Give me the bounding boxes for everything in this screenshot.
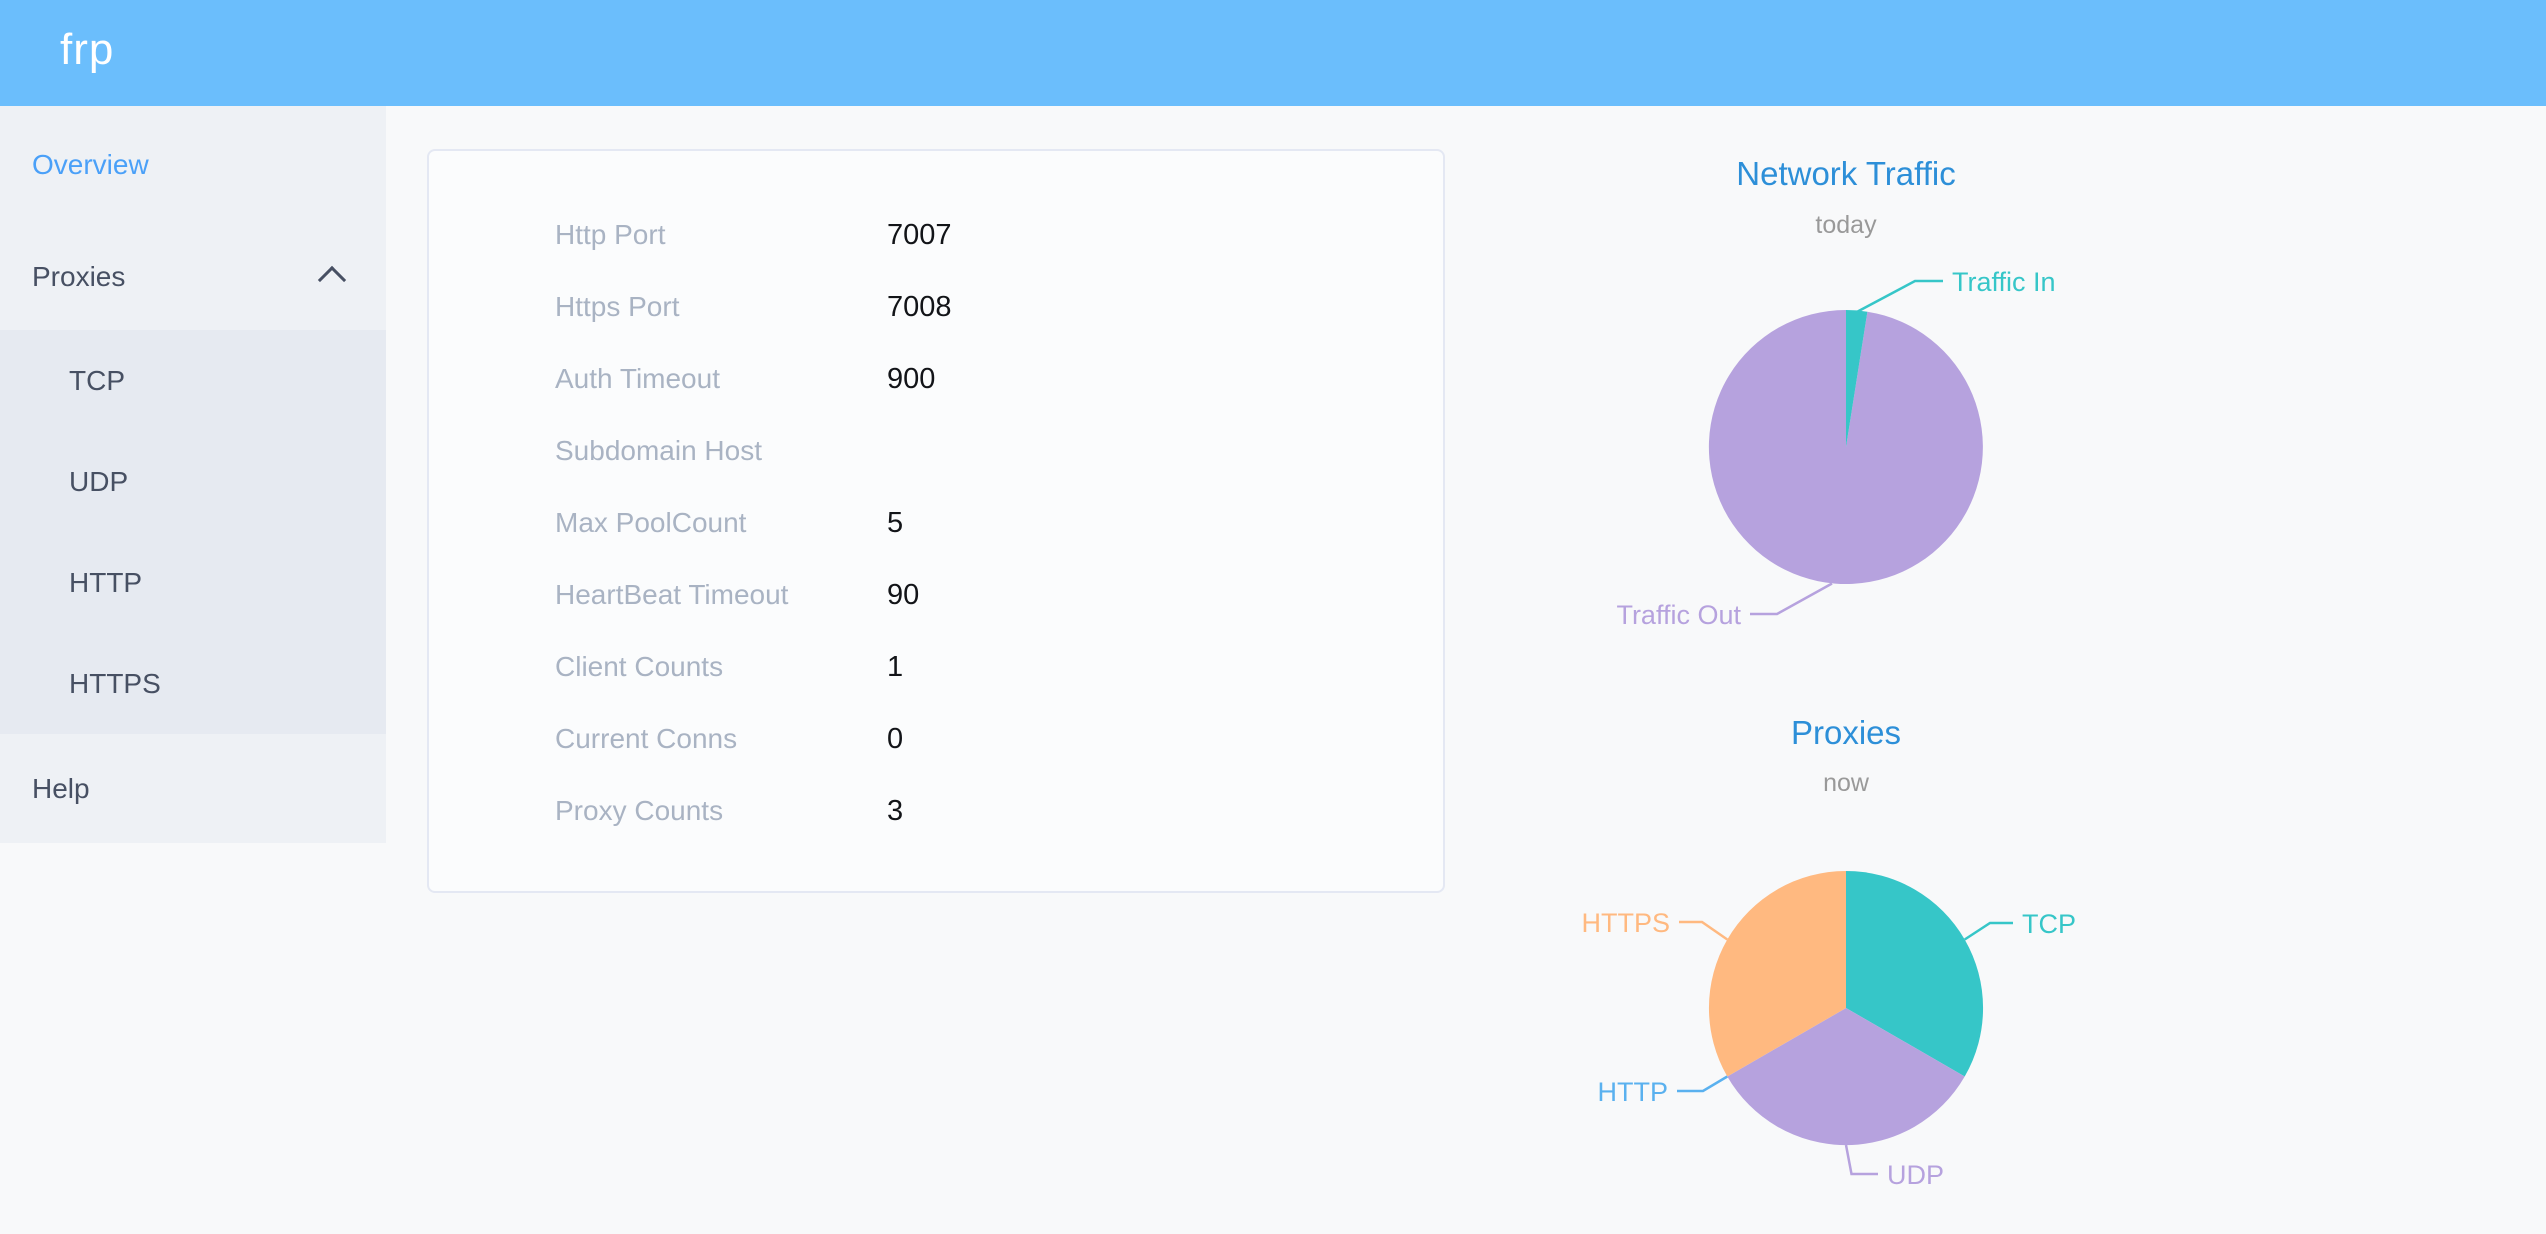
config-label: Https Port bbox=[555, 291, 680, 322]
config-row: HeartBeat Timeout 90 bbox=[429, 559, 1443, 631]
config-value: 7007 bbox=[887, 218, 952, 251]
traffic-in-label: Traffic In bbox=[1952, 267, 2056, 297]
config-row: Https Port 7008 bbox=[429, 271, 1443, 343]
sidebar-item-udp-label: UDP bbox=[69, 465, 129, 497]
pie-charts-canvas: Traffic In Traffic Out TCP UDP HTTP HTTP… bbox=[1581, 267, 2076, 1190]
config-label: Max PoolCount bbox=[555, 507, 747, 538]
config-value: 7008 bbox=[887, 290, 952, 323]
http-leader-line bbox=[1677, 1075, 1728, 1093]
proxies-chart-subtitle: now bbox=[1823, 769, 1869, 797]
app-logo: frp bbox=[60, 25, 115, 74]
proxies-chart-title: Proxies bbox=[1790, 714, 1902, 751]
sidebar-item-proxies-label: Proxies bbox=[32, 261, 126, 292]
sidebar-item-https[interactable]: HTTPS bbox=[0, 633, 386, 734]
https-label: HTTPS bbox=[1581, 908, 1670, 938]
config-label: Subdomain Host bbox=[555, 435, 763, 466]
config-row: Client Counts 1 bbox=[429, 631, 1443, 703]
config-label: Http Port bbox=[555, 219, 666, 250]
config-row: Current Conns 0 bbox=[429, 703, 1443, 775]
sidebar-item-tcp-label: TCP bbox=[69, 364, 125, 396]
config-label: Current Conns bbox=[555, 723, 738, 754]
config-value: 0 bbox=[887, 722, 904, 755]
server-info-card: Http Port 7007 Https Port 7008 Auth Timeou… bbox=[427, 149, 1445, 893]
config-label: Client Counts bbox=[555, 651, 724, 682]
config-value: 3 bbox=[887, 794, 904, 827]
network-traffic-chart-title: Network Traffic bbox=[1736, 155, 1956, 192]
config-value: 5 bbox=[887, 506, 904, 539]
sidebar-item-http-label: HTTP bbox=[69, 566, 143, 598]
config-label: Proxy Counts bbox=[555, 795, 724, 826]
https-leader-line bbox=[1679, 920, 1729, 941]
tcp-leader-line bbox=[1964, 921, 2013, 941]
http-label: HTTP bbox=[1598, 1077, 1669, 1107]
sidebar-item-overview-label: Overview bbox=[32, 149, 149, 180]
traffic-in-leader-line bbox=[1857, 279, 1943, 313]
proxies-pie: TCP UDP HTTP HTTPS bbox=[1581, 871, 2076, 1190]
proxies-submenu: TCP UDP HTTP HTTPS bbox=[0, 330, 386, 734]
network-traffic-chart-subtitle: today bbox=[1815, 211, 1877, 239]
sidebar-item-udp[interactable]: UDP bbox=[0, 431, 386, 532]
config-row: Proxy Counts 3 bbox=[429, 775, 1443, 847]
config-row: Max PoolCount 5 bbox=[429, 487, 1443, 559]
traffic-out-leader-line bbox=[1750, 582, 1833, 616]
config-value: 900 bbox=[887, 362, 936, 395]
config-row: Auth Timeout 900 bbox=[429, 343, 1443, 415]
traffic-out-label: Traffic Out bbox=[1616, 600, 1741, 630]
pie-slice-traffic-in bbox=[1846, 310, 1868, 447]
chevron-up-icon bbox=[317, 265, 347, 295]
sidebar-item-overview[interactable]: Overview bbox=[0, 106, 386, 224]
sidebar-item-http[interactable]: HTTP bbox=[0, 532, 386, 633]
udp-label: UDP bbox=[1887, 1160, 1944, 1190]
app-header: frp bbox=[0, 0, 2546, 106]
sidebar-item-help-label: Help bbox=[32, 772, 90, 804]
sidebar-item-help[interactable]: Help bbox=[0, 734, 386, 843]
sidebar-item-https-label: HTTPS bbox=[69, 667, 161, 699]
config-label: Auth Timeout bbox=[555, 363, 720, 394]
pie-slice-traffic-out bbox=[1708, 309, 1983, 584]
udp-leader-line bbox=[1844, 1144, 1878, 1176]
sidebar-item-tcp[interactable]: TCP bbox=[0, 330, 386, 431]
network-traffic-pie: Traffic In Traffic Out bbox=[1616, 267, 2055, 630]
config-label: HeartBeat Timeout bbox=[555, 579, 789, 610]
config-value: 1 bbox=[887, 650, 904, 683]
sidebar: Overview Proxies TCP UDP HTTP HTTPS Help bbox=[0, 106, 386, 843]
tcp-label: TCP bbox=[2022, 909, 2076, 939]
pie-slice-https bbox=[1708, 871, 1846, 1077]
config-row: Subdomain Host bbox=[429, 415, 1443, 487]
sidebar-item-proxies[interactable]: Proxies bbox=[0, 224, 386, 330]
config-value: 90 bbox=[887, 578, 920, 611]
pie-slice-udp bbox=[1727, 1008, 1965, 1146]
pie-slice-tcp bbox=[1846, 871, 1984, 1077]
config-row: Http Port 7007 bbox=[429, 199, 1443, 271]
